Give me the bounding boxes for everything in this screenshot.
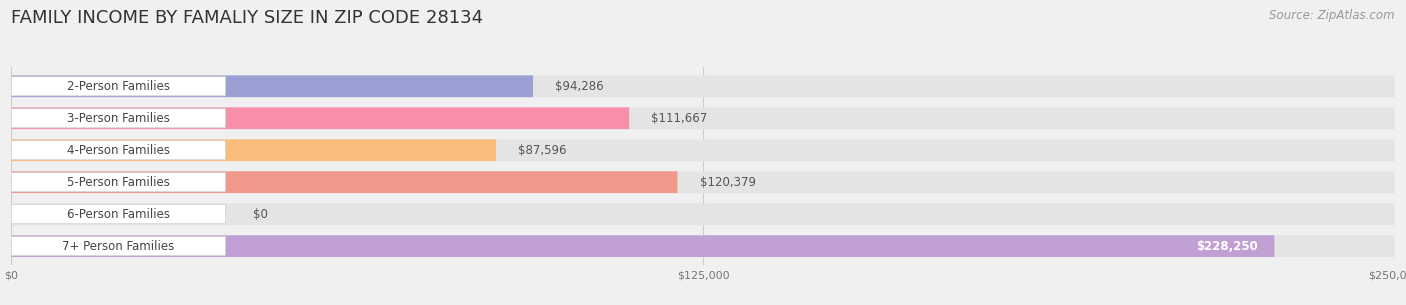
FancyBboxPatch shape <box>11 235 1274 257</box>
FancyBboxPatch shape <box>11 107 630 129</box>
Text: $0: $0 <box>253 208 269 221</box>
FancyBboxPatch shape <box>11 171 678 193</box>
FancyBboxPatch shape <box>11 205 226 224</box>
Text: $120,379: $120,379 <box>700 176 755 189</box>
Text: 6-Person Families: 6-Person Families <box>67 208 170 221</box>
FancyBboxPatch shape <box>11 109 226 128</box>
FancyBboxPatch shape <box>11 141 226 160</box>
FancyBboxPatch shape <box>11 139 496 161</box>
Text: Source: ZipAtlas.com: Source: ZipAtlas.com <box>1270 9 1395 22</box>
FancyBboxPatch shape <box>11 173 226 192</box>
Text: $87,596: $87,596 <box>519 144 567 157</box>
FancyBboxPatch shape <box>11 203 1395 225</box>
FancyBboxPatch shape <box>11 75 533 97</box>
Text: $111,667: $111,667 <box>651 112 707 125</box>
FancyBboxPatch shape <box>11 75 1395 97</box>
FancyBboxPatch shape <box>11 107 1395 129</box>
FancyBboxPatch shape <box>11 171 1395 193</box>
FancyBboxPatch shape <box>11 237 226 256</box>
Text: 4-Person Families: 4-Person Families <box>67 144 170 157</box>
Text: 3-Person Families: 3-Person Families <box>67 112 170 125</box>
FancyBboxPatch shape <box>11 139 1395 161</box>
Text: 7+ Person Families: 7+ Person Families <box>62 240 174 253</box>
Text: 2-Person Families: 2-Person Families <box>67 80 170 93</box>
Text: $228,250: $228,250 <box>1197 240 1258 253</box>
Text: FAMILY INCOME BY FAMALIY SIZE IN ZIP CODE 28134: FAMILY INCOME BY FAMALIY SIZE IN ZIP COD… <box>11 9 484 27</box>
FancyBboxPatch shape <box>11 235 1395 257</box>
FancyBboxPatch shape <box>11 77 226 96</box>
Text: $94,286: $94,286 <box>555 80 603 93</box>
Text: 5-Person Families: 5-Person Families <box>67 176 170 189</box>
